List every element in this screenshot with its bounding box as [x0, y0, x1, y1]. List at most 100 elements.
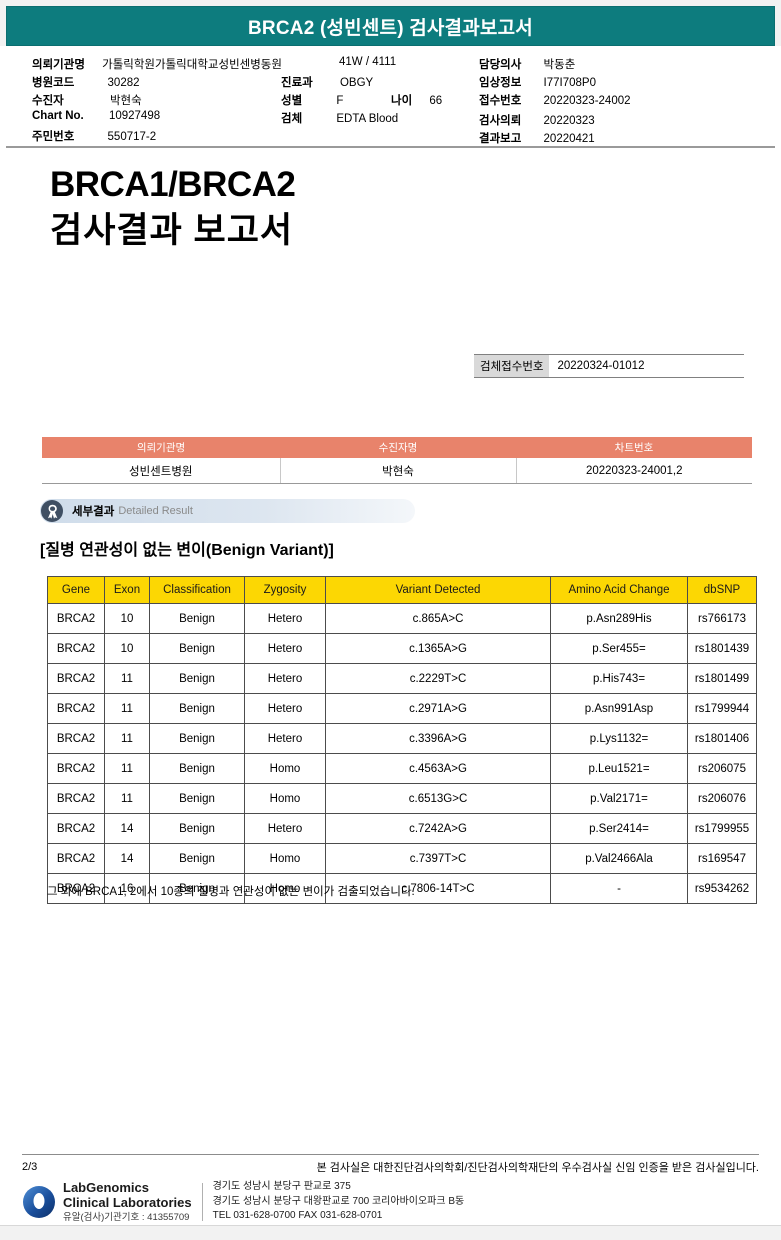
cell-dbsnp: rs766173 [687, 603, 757, 634]
footer-bottom-bar [0, 1225, 781, 1240]
cell-classification: Benign [149, 843, 245, 874]
certification-text: 본 검사실은 대한진단검사의학회/진단검사의학재단의 우수검사실 신임 인증을 … [316, 1162, 759, 1174]
detailed-result-bar: 세부결과 Detailed Result [40, 499, 415, 523]
labgenomics-logo: LabGenomics Clinical Laboratories 유알(검사)… [22, 1180, 192, 1224]
cell-exon: 14 [104, 843, 150, 874]
footer-vertical-divider [201, 1183, 203, 1221]
cell-amino-acid: p.Leu1521= [550, 753, 688, 784]
col-header-dbsnp: dbSNP [687, 576, 757, 604]
cell-gene: BRCA2 [47, 783, 105, 814]
accession-label: 검체접수번호 [474, 355, 550, 377]
cell-dbsnp: rs206075 [687, 753, 757, 784]
variant-table-header-row: Gene Exon Classification Zygosity Varian… [47, 576, 757, 604]
cell-zygosity: Homo [244, 843, 326, 874]
footer-top-row: 2/3 본 검사실은 대한진단검사의학회/진단검사의학재단의 우수검사실 신임 … [22, 1155, 759, 1179]
cell-zygosity: Hetero [244, 603, 326, 634]
cell-exon: 14 [104, 813, 150, 844]
cell-classification: Benign [149, 693, 245, 724]
col-header-gene: Gene [47, 576, 105, 604]
table-row: BRCA2 11 Benign Hetero c.2229T>C p.His743= rs1… [47, 663, 757, 694]
cell-gene: BRCA2 [47, 603, 105, 634]
address-line-1: 경기도 성남시 분당구 판교로 375 [212, 1181, 351, 1193]
report-footer: 2/3 본 검사실은 대한진단검사의학회/진단검사의학재단의 우수검사실 신임 … [0, 1154, 781, 1240]
table-row: BRCA2 10 Benign Hetero c.1365A>G p.Ser455= rs1… [47, 633, 757, 664]
cell-variant: c.6513G>C [325, 783, 551, 814]
patient-info-block: 의뢰기관명 가톨릭학원가톨릭대학교성빈센병동원 병원코드 30282 수진자 박… [6, 46, 775, 148]
cell-exon: 10 [104, 603, 150, 634]
field-result-report-date: 결과보고 20220421 [479, 133, 595, 145]
cell-variant: c.865A>C [325, 603, 551, 634]
cell-exon: 11 [104, 783, 150, 814]
cell-classification: Benign [149, 723, 245, 754]
field-patient-name: 수진자 박현숙 [32, 95, 142, 107]
cell-amino-acid: p.Ser455= [550, 633, 688, 664]
cell-dbsnp: rs1799944 [687, 693, 757, 724]
accession-value: 20220324-01012 [557, 360, 645, 372]
field-attending-physician: 담당의사 박동춘 [479, 59, 576, 71]
cell-dbsnp: rs1801499 [687, 663, 757, 694]
cell-classification: Benign [149, 663, 245, 694]
summary-cell-institution: 성빈센트병원 [42, 458, 280, 484]
summary-header-patient: 수진자명 [280, 437, 516, 458]
banner-container: BRCA2 (성빈센트) 검사결과보고서 [0, 0, 781, 46]
field-reception-no: 접수번호 20220323-24002 [479, 95, 631, 107]
field-test-request-date: 검사의뢰 20220323 [479, 115, 595, 127]
summary-header-row: 의뢰기관명 수진자명 차트번호 [42, 437, 752, 458]
cell-variant: c.7242A>G [325, 813, 551, 844]
summary-cell-chart: 20220323-24001,2 [515, 458, 752, 484]
col-header-exon: Exon [104, 576, 150, 604]
cell-zygosity: Hetero [244, 633, 326, 664]
col-header-classification: Classification [149, 576, 245, 604]
cell-amino-acid: p.Val2466Ala [550, 843, 688, 874]
cell-amino-acid: - [550, 873, 688, 904]
cell-variant: c.1365A>G [325, 633, 551, 664]
logo-mark-icon [23, 1186, 55, 1218]
cell-gene: BRCA2 [47, 813, 105, 844]
cell-classification: Benign [149, 633, 245, 664]
address-line-3: TEL 031-628-0700 FAX 031-628-0701 [212, 1210, 383, 1222]
cell-classification: Benign [149, 783, 245, 814]
document-title-line2: 검사결과 보고서 [50, 210, 294, 250]
banner-title: BRCA2 (성빈센트) 검사결과보고서 [248, 17, 533, 39]
cell-gene: BRCA2 [47, 843, 105, 874]
cell-classification: Benign [149, 813, 245, 844]
table-row: BRCA2 11 Benign Hetero c.2971A>G p.Asn991Asp r… [47, 693, 757, 724]
footer-divider [22, 1154, 759, 1155]
field-chart-no: Chart No. 10927498 [32, 110, 161, 122]
cell-dbsnp: rs1801406 [687, 723, 757, 754]
cell-gene: BRCA2 [47, 873, 105, 904]
cell-amino-acid: p.His743= [550, 663, 688, 694]
ribbon-icon [41, 500, 63, 522]
logo-name-line1: LabGenomics [63, 1180, 149, 1195]
cell-dbsnp: rs9534262 [687, 873, 757, 904]
cell-gene: BRCA2 [47, 663, 105, 694]
table-row: BRCA2 11 Benign Hetero c.3396A>G p.Lys1132= rs… [47, 723, 757, 754]
summary-header-chart: 차트번호 [516, 437, 752, 458]
cell-classification: Benign [149, 873, 245, 904]
logo-name-line2: Clinical Laboratories [63, 1195, 192, 1211]
table-row: BRCA2 10 Benign Hetero c.865A>C p.Asn289His rs… [47, 603, 757, 634]
table-note: 그 외에 BRCA1, 2에서 10종의 질병과 연관성이 없는 변이가 검출되… [47, 886, 415, 898]
cell-variant: c.7806-14T>C [325, 873, 551, 904]
cell-variant: c.7397T>C [325, 843, 551, 874]
cell-classification: Benign [149, 753, 245, 784]
cell-variant: c.2971A>G [325, 693, 551, 724]
table-row: BRCA2 11 Benign Homo c.6513G>C p.Val2171= rs20… [47, 783, 757, 814]
cell-zygosity: Homo [244, 783, 326, 814]
footer-address: 경기도 성남시 분당구 판교로 375 경기도 성남시 분당구 대왕판교로 70… [213, 1180, 465, 1224]
field-ward-room: 41W / 4111 [339, 56, 397, 68]
cell-zygosity: Homo [244, 753, 326, 784]
summary-header-institution: 의뢰기관명 [42, 437, 280, 458]
cell-classification: Benign [149, 603, 245, 634]
cell-exon: 11 [104, 723, 150, 754]
logo-text: LabGenomics Clinical Laboratories 유알(검사)… [63, 1180, 192, 1224]
field-clinical-info: 임상정보 I77I708P0 [479, 77, 596, 89]
col-header-variant: Variant Detected [325, 576, 551, 604]
col-header-amino-acid: Amino Acid Change [550, 576, 688, 604]
cell-amino-acid: p.Ser2414= [550, 813, 688, 844]
table-row: BRCA2 16 Benign Homo c.7806-14T>C - rs9534262 [47, 873, 757, 904]
document-title-line1: BRCA1/BRCA2 [50, 165, 296, 204]
field-referring-institution: 의뢰기관명 가톨릭학원가톨릭대학교성빈센병동원 [32, 59, 282, 71]
cell-zygosity: Hetero [244, 813, 326, 844]
